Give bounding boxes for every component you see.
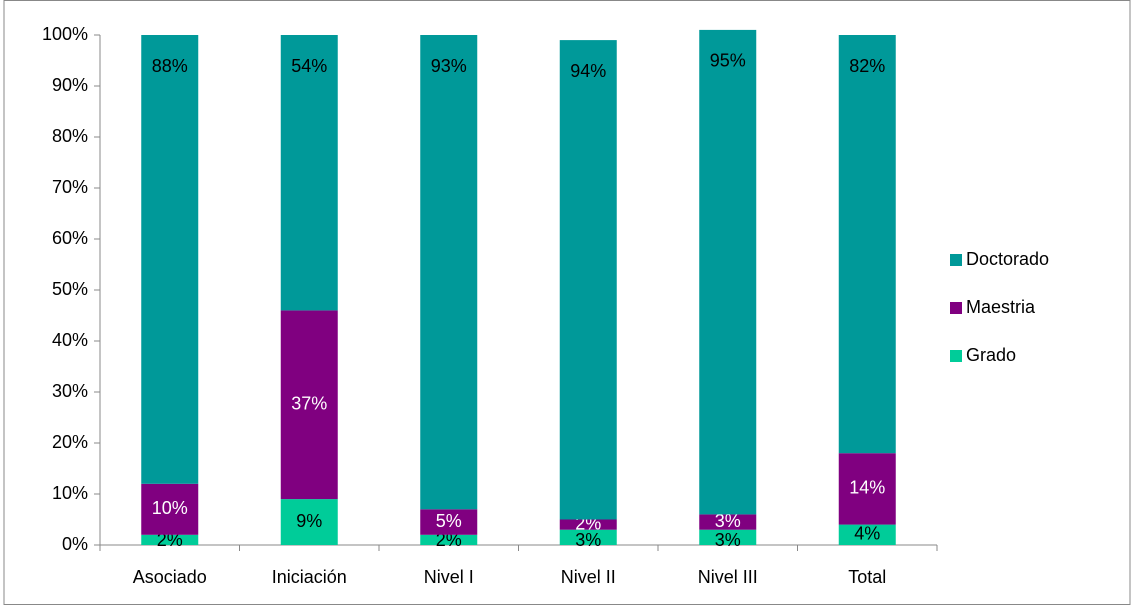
legend-label: Doctorado [966,249,1049,269]
data-label: 3% [575,530,601,550]
bar-segment [699,514,757,530]
y-tick-label: 20% [52,432,88,452]
bar-segment [280,499,338,545]
legend-label: Maestria [966,297,1036,317]
legend-swatch [950,254,962,266]
y-tick-label: 0% [62,534,88,554]
y-tick-label: 50% [52,279,88,299]
data-label: 93% [431,56,467,76]
bar-segment [280,310,338,500]
bar-segment [699,29,757,515]
y-tick-label: 40% [52,330,88,350]
bar-segment [559,40,617,520]
y-tick-label: 70% [52,177,88,197]
bar-segment [141,483,199,535]
bar-segment [420,35,478,510]
x-tick-label: Asociado [133,567,207,587]
data-label: 5% [436,511,462,531]
y-tick-label: 30% [52,381,88,401]
x-tick-label: Nivel III [698,567,758,587]
bar-segment [141,35,199,484]
bar-segment [559,519,617,530]
y-tick-label: 60% [52,228,88,248]
x-tick-label: Iniciación [272,567,347,587]
x-tick-label: Nivel I [424,567,474,587]
bar-segment [420,509,478,535]
data-label: 54% [291,56,327,76]
bar-segment [280,35,338,311]
data-label: 10% [152,498,188,518]
y-tick-label: 80% [52,126,88,146]
legend-swatch [950,350,962,362]
bar-segment [838,35,896,454]
data-label: 3% [715,530,741,550]
bar-segment [838,524,896,545]
bar-segment [559,529,617,545]
chart-frame [3,0,1131,605]
legend-swatch [950,302,962,314]
data-label: 4% [854,524,880,544]
x-tick-label: Nivel II [561,567,616,587]
data-label: 94% [570,61,606,81]
data-label: 9% [296,511,322,531]
y-tick-label: 100% [42,24,88,44]
data-label: 88% [152,56,188,76]
y-tick-label: 10% [52,483,88,503]
data-label: 14% [849,478,885,498]
y-tick-label: 90% [52,75,88,95]
bar-segment [420,534,478,545]
data-label: 3% [715,511,741,531]
legend-label: Grado [966,345,1016,365]
x-tick-label: Total [848,567,886,587]
bar-segment [838,453,896,525]
bar-segment [141,534,199,545]
data-label: 37% [291,394,327,414]
data-label: 82% [849,56,885,76]
bar-segment [699,529,757,545]
data-label: 95% [710,51,746,71]
